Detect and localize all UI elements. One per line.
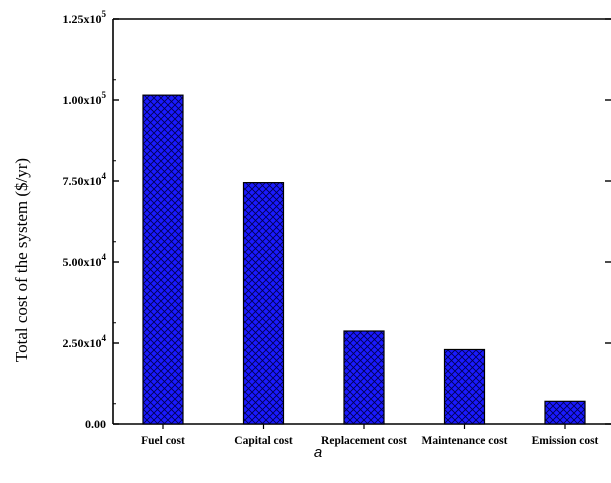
x-tick-label: Replacement cost <box>321 435 407 447</box>
x-axis-ticks: Fuel cost Capital cost Replacement cost Mai… <box>141 424 599 447</box>
y-tick-label: 2.50x104 <box>63 333 107 350</box>
x-tick-label: Capital cost <box>234 435 293 447</box>
bar <box>242 182 285 425</box>
x-tick-label: Maintenance cost <box>422 435 508 447</box>
bar <box>544 400 586 425</box>
figure-caption: a <box>314 444 322 461</box>
bar <box>443 348 486 425</box>
y-tick-label: 0.00 <box>85 417 106 431</box>
bars-group <box>142 94 586 425</box>
bar <box>142 94 184 425</box>
y-tick-label: 5.00x104 <box>63 252 107 269</box>
y-axis-label: Total cost of the system ($/yr) <box>12 158 31 362</box>
y-tick-label: 7.50x104 <box>63 171 107 188</box>
x-tick-label: Emission cost <box>532 435 599 447</box>
bar <box>343 330 385 425</box>
y-axis-ticks: 0.00 2.50x104 5.00x104 7.50x104 1.00x105 1.25… <box>63 9 611 431</box>
y-tick-label: 1.25x105 <box>63 9 107 26</box>
x-tick-label: Fuel cost <box>141 435 185 447</box>
y-tick-label: 1.00x105 <box>63 90 107 107</box>
